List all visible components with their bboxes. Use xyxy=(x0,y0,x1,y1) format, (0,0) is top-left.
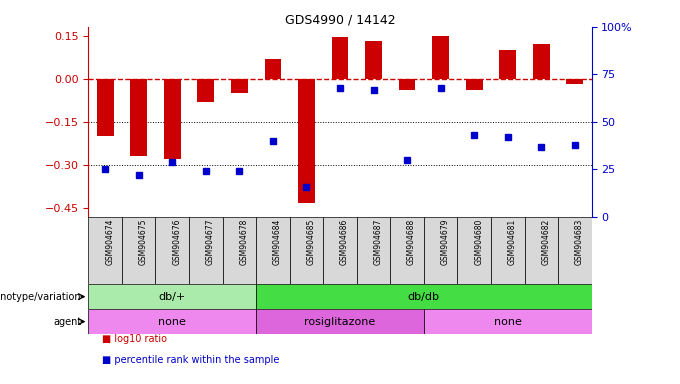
Bar xyxy=(424,217,458,284)
Bar xyxy=(88,284,256,309)
Bar xyxy=(122,217,156,284)
Bar xyxy=(466,79,483,90)
Text: genotype/variation: genotype/variation xyxy=(0,291,82,302)
Bar xyxy=(290,217,323,284)
Bar xyxy=(357,217,390,284)
Text: GSM904680: GSM904680 xyxy=(474,219,483,265)
Bar xyxy=(222,217,256,284)
Text: none: none xyxy=(158,316,186,327)
Text: ■ percentile rank within the sample: ■ percentile rank within the sample xyxy=(102,355,279,365)
Text: GSM904676: GSM904676 xyxy=(172,219,182,265)
Text: GSM904685: GSM904685 xyxy=(307,219,316,265)
Bar xyxy=(197,79,214,102)
Text: agent: agent xyxy=(53,316,82,327)
Bar xyxy=(390,217,424,284)
Bar xyxy=(533,44,549,79)
Bar xyxy=(398,79,415,90)
Bar xyxy=(499,50,516,79)
Text: GSM904681: GSM904681 xyxy=(508,219,517,265)
Text: GSM904686: GSM904686 xyxy=(340,219,349,265)
Title: GDS4990 / 14142: GDS4990 / 14142 xyxy=(285,14,395,27)
Bar xyxy=(432,36,449,79)
Text: GSM904674: GSM904674 xyxy=(105,219,114,265)
Text: db/db: db/db xyxy=(408,291,440,302)
Text: GSM904688: GSM904688 xyxy=(407,219,416,265)
Bar xyxy=(524,217,558,284)
Bar xyxy=(88,217,122,284)
Bar xyxy=(256,309,424,334)
Bar xyxy=(323,217,357,284)
Bar xyxy=(424,309,592,334)
Text: rosiglitazone: rosiglitazone xyxy=(305,316,375,327)
Bar xyxy=(88,309,256,334)
Text: GSM904687: GSM904687 xyxy=(373,219,383,265)
Bar xyxy=(256,217,290,284)
Bar xyxy=(491,217,524,284)
Bar xyxy=(97,79,114,136)
Bar xyxy=(164,79,181,159)
Bar xyxy=(566,79,583,84)
Text: GSM904684: GSM904684 xyxy=(273,219,282,265)
Bar xyxy=(156,217,189,284)
Text: GSM904678: GSM904678 xyxy=(239,219,248,265)
Bar xyxy=(231,79,248,93)
Bar xyxy=(458,217,491,284)
Bar xyxy=(558,217,592,284)
Bar xyxy=(365,41,382,79)
Bar xyxy=(131,79,147,157)
Text: GSM904677: GSM904677 xyxy=(206,219,215,265)
Text: GSM904683: GSM904683 xyxy=(575,219,584,265)
Text: db/+: db/+ xyxy=(158,291,186,302)
Bar xyxy=(189,217,222,284)
Bar xyxy=(256,284,592,309)
Bar xyxy=(332,37,348,79)
Text: none: none xyxy=(494,316,522,327)
Text: GSM904682: GSM904682 xyxy=(541,219,550,265)
Bar xyxy=(265,59,282,79)
Text: ■ log10 ratio: ■ log10 ratio xyxy=(102,334,167,344)
Bar xyxy=(298,79,315,203)
Text: GSM904675: GSM904675 xyxy=(139,219,148,265)
Text: GSM904679: GSM904679 xyxy=(441,219,449,265)
